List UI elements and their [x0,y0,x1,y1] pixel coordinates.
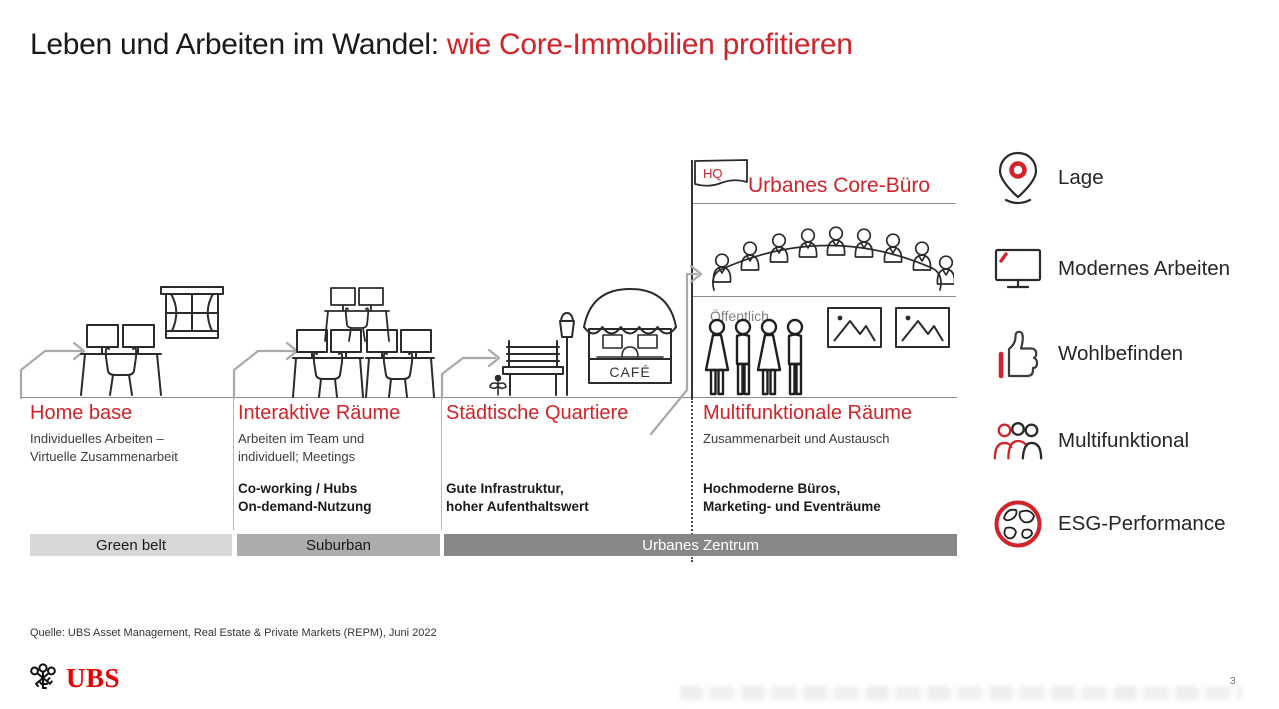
desk-monitors-icon [80,324,162,396]
picture-frame-icon [827,307,882,348]
benefit-label: Lage [1058,166,1104,189]
blurred-footnote-strip [680,686,1242,700]
section-interactive-rooms: Interaktive Räume Arbeiten im Team und i… [238,402,436,514]
section-divider [441,398,442,530]
home-office-illustration [80,286,224,396]
flower-icon [489,374,507,396]
section-heading: Interaktive Räume [238,402,401,424]
benefit-esg: ESG-Performance [992,496,1278,552]
benefit-multifunctional: Multifunktional [992,413,1278,469]
picture-frame-icon [895,307,950,348]
people-group-icon [992,413,1044,469]
benefit-wellbeing: Wohlbefinden [992,326,1278,382]
section-highlight: Hochmoderne Büros, Marketing- und Eventr… [703,481,881,515]
section-highlight: Co-working / Hubs On-demand-Nutzung [238,481,372,515]
window-icon [160,286,224,339]
thumbs-up-icon [992,326,1044,382]
source-note: Quelle: UBS Asset Management, Real Estat… [30,627,437,639]
section-heading: Städtische Quartiere [446,402,629,424]
benefit-label: ESG-Performance [1058,512,1226,535]
section-body: Individuelles Arbeiten – Virtuelle Zusam… [30,431,178,464]
conference-illustration [712,226,954,291]
location-pin-icon [992,150,1044,206]
public-area-label: Öffentlich [710,308,769,324]
title-prefix: Leben und Arbeiten im Wandel: [30,28,447,61]
benefit-location: Lage [992,150,1278,206]
ubs-keys-icon [30,663,56,689]
core-office-title: Urbanes Core-Büro [748,174,931,197]
section-urban-quarters: Städtische Quartiere Gute Infrastruktur,… [446,402,684,514]
hq-arrow-icon [649,264,703,436]
bench-icon [502,340,564,396]
street-lamp-icon [559,312,575,396]
benefit-modern-work: Modernes Arbeiten [992,241,1278,297]
core-office-bottom-line [693,296,956,297]
section-highlight: Gute Infrastruktur, hoher Aufenthaltswer… [446,481,589,515]
benefit-label: Modernes Arbeiten [1058,257,1231,280]
benefit-label: Multifunktional [1058,429,1190,452]
timeline-baseline [20,397,957,398]
picture-frames-illustration [827,307,950,348]
zone-bar-green-belt: Green belt [30,534,232,556]
section-divider [233,398,234,530]
section-heading: Home base [30,402,133,424]
woman-icon [756,318,782,396]
cafe-sign-label: CAFÉ [609,364,650,380]
zone-bar-suburban: Suburban [237,534,440,556]
step-arrow-icon [440,348,501,400]
section-body: Arbeiten im Team und individuell; Meetin… [238,431,365,464]
flag-pole [691,160,693,398]
ubs-logo: UBS [26,660,120,696]
team-office-illustration [292,287,435,398]
section-home-base: Home base Individuelles Arbeiten – Virtu… [30,402,228,465]
section-multifunctional-rooms: Multifunktionale Räume Zusammenarbeit un… [703,402,955,514]
man-icon [786,318,804,396]
page-number: 3 [1230,676,1236,687]
ubs-wordmark: UBS [66,662,121,693]
back-desk-icon [324,287,390,342]
title-highlight: wie Core-Immobilien profitieren [446,28,853,61]
core-office-top-line [693,203,956,204]
public-people-illustration [704,318,804,396]
front-desks-icon [292,329,435,398]
cafe-kiosk-icon: CAFÉ [583,288,677,384]
city-quarter-illustration: CAFÉ [489,288,677,396]
hq-flag-label: HQ [703,166,723,181]
dotted-divider [691,398,693,562]
man-icon [734,318,752,396]
zone-bar-urban-center: Urbanes Zentrum [444,534,957,556]
globe-icon [992,496,1044,552]
hq-flag: HQ [693,158,751,192]
step-arrow-icon [19,341,86,400]
section-body: Zusammenarbeit und Austausch [703,431,890,446]
benefit-label: Wohlbefinden [1058,342,1183,365]
monitor-icon [992,241,1044,297]
woman-icon [704,318,730,396]
page-title: Leben und Arbeiten im Wandel: wie Core-I… [30,28,853,62]
hq-flag-icon [694,159,748,187]
section-heading: Multifunktionale Räume [703,402,912,424]
